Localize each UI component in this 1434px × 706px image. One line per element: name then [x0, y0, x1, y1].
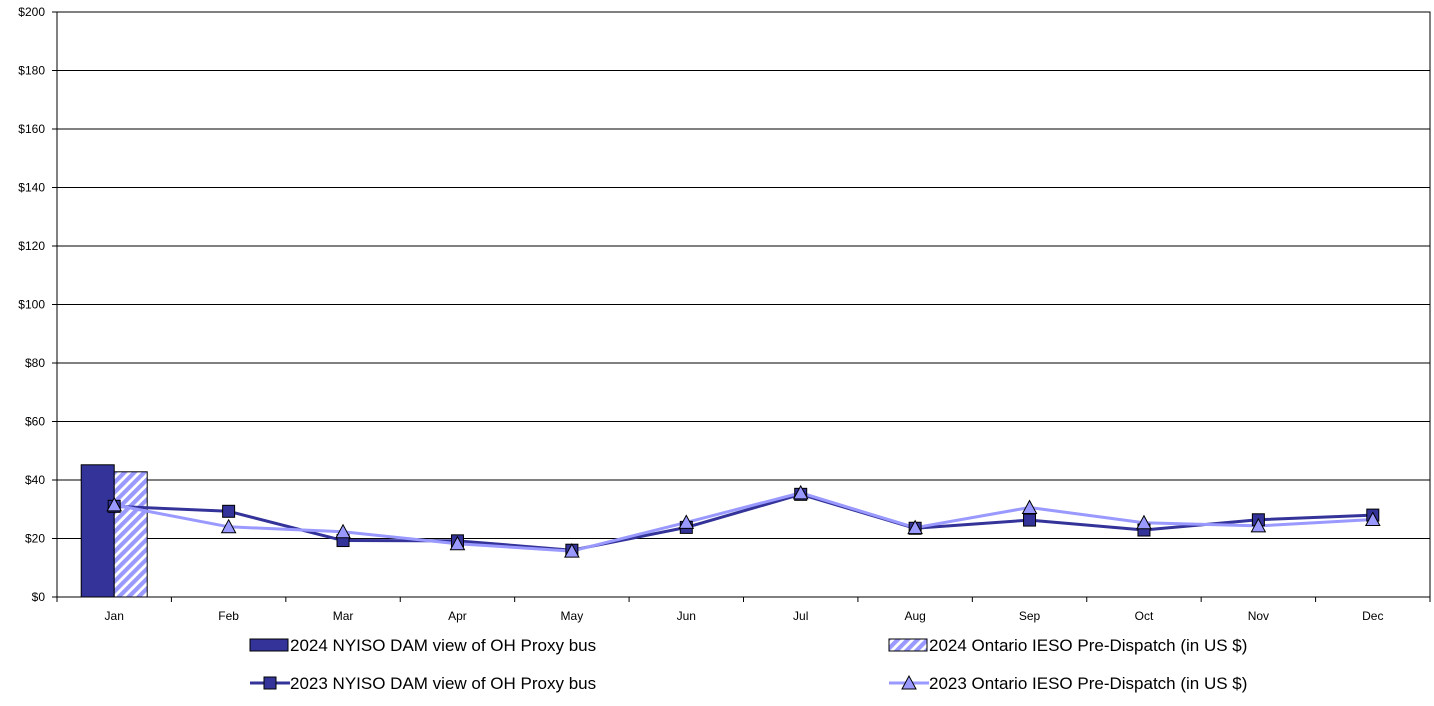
legend-swatch — [249, 638, 289, 652]
legend-item: 2023 Ontario IESO Pre-Dispatch (in US $) — [889, 674, 1247, 693]
ontario-2023-point — [449, 535, 466, 551]
legend-marker — [901, 674, 917, 690]
ontario-2023-point — [1021, 499, 1038, 514]
x-tick-label: May — [561, 609, 584, 623]
x-tick-label: Aug — [904, 609, 925, 623]
x-tick-label: Feb — [218, 609, 239, 623]
x-tick-label: Dec — [1362, 609, 1383, 623]
x-tick-label: Apr — [448, 609, 467, 623]
y-tick-label: $100 — [18, 298, 45, 312]
y-tick-label: $0 — [32, 590, 46, 604]
y-tick-label: $60 — [25, 415, 45, 429]
ontario-2023-point — [907, 519, 923, 535]
line-nyiso-2023 — [114, 492, 1373, 552]
legend-swatch — [888, 638, 928, 652]
ontario-2023-point — [1364, 511, 1381, 526]
bar-ontario-2024 — [113, 471, 148, 598]
y-tick-label: $140 — [18, 181, 45, 195]
legend-item: 2024 NYISO DAM view of OH Proxy bus — [249, 636, 596, 655]
plot-area: $0 $20 $40 $60 $80 $100 $120 $140 $160 $180 $200 Ja… — [18, 5, 1431, 623]
ontario-2023-point — [1250, 517, 1267, 533]
x-tick-label: Jan — [105, 609, 124, 623]
ontario-2023-point — [220, 518, 237, 534]
ontario-2023-point — [678, 514, 695, 529]
x-tick-label: Sep — [1019, 609, 1041, 623]
y-tick-label: $40 — [25, 473, 45, 487]
legend-marker — [263, 676, 277, 690]
x-tick-label: Jun — [677, 609, 696, 623]
x-tick-label: Mar — [333, 609, 354, 623]
x-tick-label: Jul — [793, 609, 808, 623]
legend-label: 2024 NYISO DAM view of OH Proxy bus — [290, 636, 596, 655]
ontario-2023-point — [792, 484, 809, 500]
line-ontario-2023 — [113, 491, 1373, 553]
legend-item: 2024 Ontario IESO Pre-Dispatch (in US $) — [888, 636, 1247, 655]
legend-item: 2023 NYISO DAM view of OH Proxy bus — [250, 674, 596, 693]
y-tick-label: $20 — [25, 532, 45, 546]
bar-nyiso-2024 — [80, 464, 115, 598]
legend-label: 2024 Ontario IESO Pre-Dispatch (in US $) — [929, 636, 1247, 655]
y-tick-label: $80 — [25, 356, 45, 370]
y-tick-label: $200 — [18, 5, 45, 19]
y-tick-label: $160 — [18, 122, 45, 136]
ontario-2023-point — [564, 543, 580, 558]
y-tick-label: $120 — [18, 239, 45, 253]
x-tick-label: Oct — [1135, 609, 1154, 623]
nyiso-2023-point — [222, 504, 236, 518]
legend: 2024 NYISO DAM view of OH Proxy bus 2024 … — [249, 636, 1247, 693]
x-tick-label: Nov — [1248, 609, 1269, 623]
y-tick-label: $180 — [18, 64, 45, 78]
legend-label: 2023 Ontario IESO Pre-Dispatch (in US $) — [929, 674, 1247, 693]
nyiso-2023-point — [1023, 513, 1037, 527]
ontario-2023-point — [1136, 514, 1152, 530]
ontario-2023-point — [106, 496, 123, 512]
legend-label: 2023 NYISO DAM view of OH Proxy bus — [290, 674, 596, 693]
ontario-2023-point — [335, 523, 351, 539]
